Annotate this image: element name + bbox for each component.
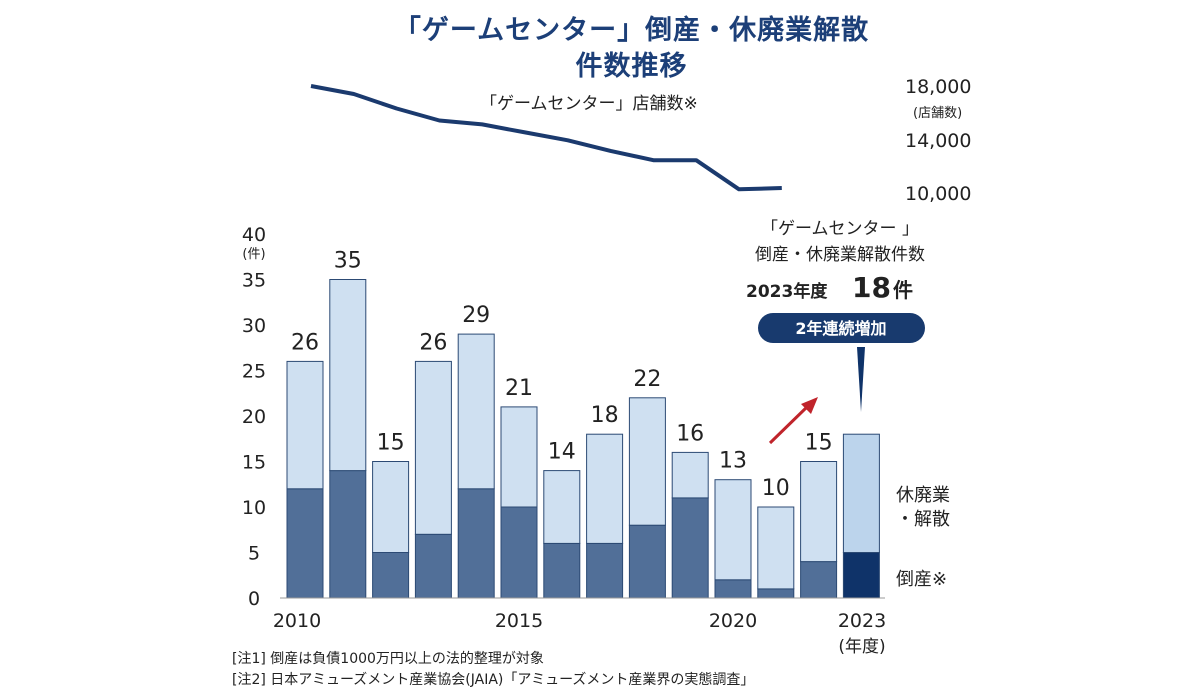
- callout-pointer: [857, 347, 865, 412]
- callout-line1: 「ゲームセンター 」: [761, 219, 919, 239]
- bar-bankrupt: [800, 561, 838, 599]
- bar-total-label: 21: [505, 376, 533, 401]
- right-axis-tick: 18,000: [905, 76, 971, 98]
- y-tick-label: 35: [242, 270, 266, 292]
- bar-closure: [329, 279, 367, 472]
- bar-total-label: 16: [676, 421, 704, 446]
- store-count-line: [310, 84, 782, 192]
- x-tick-label: 2020: [709, 610, 757, 632]
- y-tick-label: 25: [242, 361, 266, 383]
- bar-closure: [457, 333, 495, 490]
- store-count-line-label: 「ゲームセンター」店舗数※: [480, 94, 698, 114]
- callout-badge-label: 2年連続増加: [795, 319, 886, 338]
- bar-closure: [800, 461, 838, 563]
- legend-closure-line2: ・解散: [896, 509, 950, 530]
- bar-total-label: 29: [462, 303, 490, 328]
- y-tick-label: 15: [242, 452, 266, 474]
- callout-year: 2023年度: [746, 281, 828, 302]
- bar-bankrupt: [500, 506, 538, 599]
- bar-bankrupt: [714, 579, 752, 599]
- chart-title-line1: 「ゲームセンター」倒産・休廃業解散: [393, 15, 870, 46]
- bar-closure: [628, 397, 666, 526]
- trend-arrow-head: [801, 397, 818, 414]
- y-unit-label: (件): [242, 247, 265, 262]
- legend-closure-line1: 休廃業: [896, 485, 950, 506]
- bar-bankrupt: [628, 524, 666, 599]
- right-axis-tick: 10,000: [905, 183, 971, 205]
- y-tick-label: 30: [242, 315, 266, 337]
- x-tick-label: 2010: [273, 610, 321, 632]
- x-tick-label: 2015: [495, 610, 543, 632]
- bar-closure: [842, 433, 880, 554]
- bar-bankrupt: [842, 552, 880, 599]
- bar-total-label: 35: [334, 249, 362, 274]
- bar-closure: [586, 433, 624, 544]
- x-unit-label: (年度): [838, 637, 885, 657]
- x-tick-label: 2023: [838, 610, 886, 632]
- bar-total-label: 10: [762, 476, 790, 501]
- bar-bankrupt: [586, 542, 624, 599]
- bar-total-label: 15: [377, 431, 405, 456]
- bar-bankrupt: [457, 488, 495, 599]
- bar-bankrupt: [414, 533, 452, 599]
- bar-closure: [414, 360, 452, 535]
- legend-bankrupt: 倒産※: [896, 569, 947, 590]
- chart-title-line2: 件数推移: [575, 51, 688, 82]
- note-1: [注1] 倒産は負債1000万円以上の法的整理が対象: [232, 651, 544, 667]
- y-tick-label: 5: [248, 543, 260, 565]
- bar-total-label: 26: [419, 330, 447, 355]
- bar-closure: [286, 360, 324, 490]
- y-tick-label: 40: [242, 224, 266, 246]
- bar-closure: [372, 461, 410, 553]
- callout-line2: 倒産・休廃業解散件数: [755, 245, 925, 265]
- bar-total-label: 13: [719, 449, 747, 474]
- bar-total-label: 15: [805, 431, 833, 456]
- bar-closure: [757, 506, 795, 590]
- bar-bankrupt: [286, 488, 324, 599]
- y-tick-label: 10: [242, 497, 266, 519]
- right-axis-unit: (店舗数): [913, 106, 962, 121]
- bar-bankrupt: [671, 497, 709, 599]
- y-tick-label: 0: [248, 588, 260, 610]
- bar-total-label: 26: [291, 330, 319, 355]
- bar-bankrupt: [543, 542, 581, 599]
- bar-closure: [500, 406, 538, 508]
- trend-arrow-shaft: [768, 404, 810, 445]
- callout-value: 18: [852, 271, 891, 304]
- note-2: [注2] 日本アミューズメント産業協会(JAIA)「アミューズメント産業界の実態…: [232, 672, 755, 688]
- bar-closure: [671, 451, 709, 499]
- bar-total-label: 18: [591, 403, 619, 428]
- bar-total-label: 22: [633, 367, 661, 392]
- callout-value-unit: 件: [893, 278, 913, 302]
- bar-bankrupt: [329, 470, 367, 599]
- bar-total-label: 14: [548, 440, 576, 465]
- bar-closure: [543, 470, 581, 544]
- bar-bankrupt: [372, 552, 410, 599]
- bar-bankrupt: [757, 588, 795, 599]
- y-tick-label: 20: [242, 406, 266, 428]
- callout-badge: [758, 313, 925, 343]
- bar-closure: [714, 479, 752, 581]
- right-axis-tick: 14,000: [905, 130, 971, 152]
